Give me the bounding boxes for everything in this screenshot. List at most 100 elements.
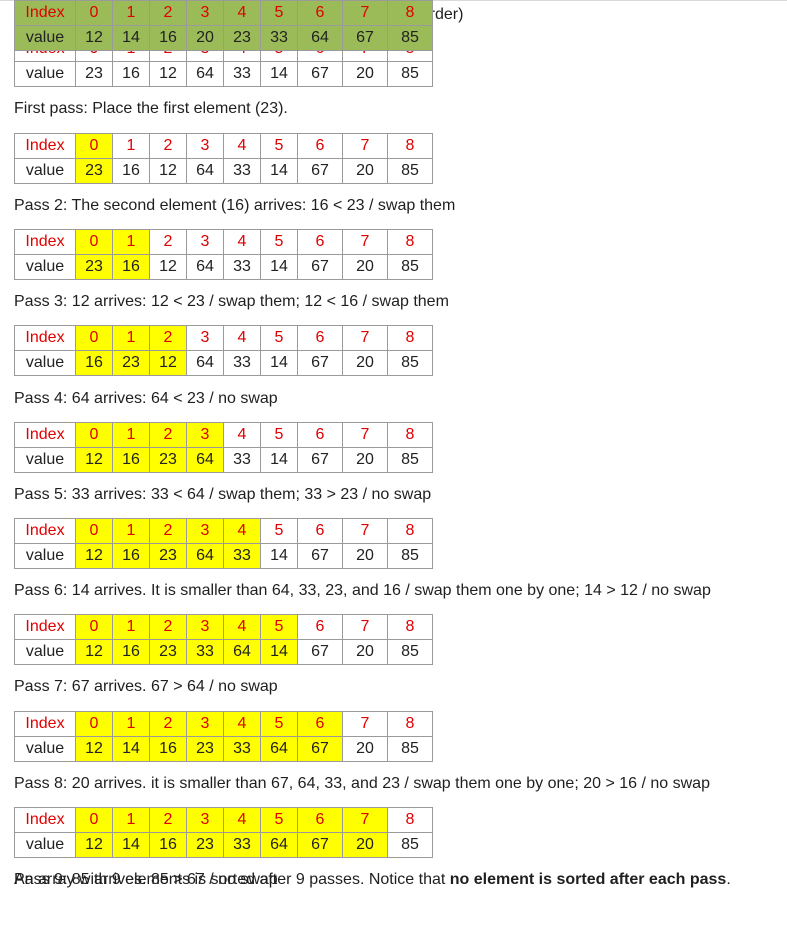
value-row: value 16 23 12 64 33 14 67 20 85 xyxy=(14,350,433,376)
value-cell: 16 xyxy=(112,447,150,473)
index-cell: 2 xyxy=(149,422,187,448)
value-cell: 64 xyxy=(260,832,298,858)
index-cell: 6 xyxy=(297,614,343,640)
value-cell: 23 xyxy=(186,736,224,762)
value-row: value 12 16 23 33 64 14 67 20 85 xyxy=(14,639,433,665)
index-cell: 6 xyxy=(297,325,343,351)
value-cell: 67 xyxy=(297,350,343,376)
array-table: Index 0 1 2 3 4 5 6 7 8 value 12 14 16 20 23 33 64 67 85 xyxy=(14,0,433,51)
value-cell: 33 xyxy=(260,25,298,51)
value-cell: 20 xyxy=(342,736,388,762)
index-cell: 6 xyxy=(297,0,343,26)
value-cell: 23 xyxy=(149,447,187,473)
value-cell: 64 xyxy=(186,350,224,376)
value-cell: 12 xyxy=(75,543,113,569)
index-cell: 2 xyxy=(149,325,187,351)
value-cell: 64 xyxy=(186,543,224,569)
value-cell: 67 xyxy=(297,254,343,280)
index-cell: 5 xyxy=(260,422,298,448)
index-cell: 3 xyxy=(186,133,224,159)
array-table: Index 0 1 2 3 4 5 6 7 8 value 12 16 23 33 64 14 67 20 85 xyxy=(14,614,433,665)
value-cell: 67 xyxy=(297,447,343,473)
index-cell: 1 xyxy=(112,807,150,833)
index-cell: 0 xyxy=(75,229,113,255)
value-cell: 67 xyxy=(297,543,343,569)
value-cell: 20 xyxy=(342,61,388,87)
value-cell: 33 xyxy=(223,832,261,858)
value-cell: 12 xyxy=(149,254,187,280)
index-cell: 3 xyxy=(186,0,224,26)
value-row-label: value xyxy=(14,736,76,762)
index-cell: 7 xyxy=(342,133,388,159)
value-cell: 64 xyxy=(186,158,224,184)
index-cell: 1 xyxy=(112,133,150,159)
value-row: value 23 16 12 64 33 14 67 20 85 xyxy=(14,158,433,184)
index-cell: 2 xyxy=(149,807,187,833)
index-cell: 2 xyxy=(149,711,187,737)
index-row-label: Index xyxy=(14,133,76,159)
value-cell: 67 xyxy=(297,639,343,665)
index-cell: 0 xyxy=(75,325,113,351)
value-cell: 67 xyxy=(297,832,343,858)
index-cell: 1 xyxy=(112,325,150,351)
pass-description: Pass 3: 12 arrives: 12 < 23 / swap them;… xyxy=(14,293,449,310)
index-cell: 1 xyxy=(112,229,150,255)
index-cell: 7 xyxy=(342,807,388,833)
value-cell: 16 xyxy=(112,61,150,87)
value-cell: 12 xyxy=(149,61,187,87)
value-cell: 23 xyxy=(75,158,113,184)
value-cell: 16 xyxy=(149,832,187,858)
value-cell: 33 xyxy=(223,543,261,569)
value-cell: 85 xyxy=(387,832,433,858)
value-cell: 14 xyxy=(112,25,150,51)
pass-description: Pass 4: 64 arrives: 64 < 23 / no swap xyxy=(14,390,278,407)
value-cell: 12 xyxy=(75,639,113,665)
value-row: value 23 16 12 64 33 14 67 20 85 xyxy=(14,254,433,280)
value-cell: 33 xyxy=(223,350,261,376)
value-row: value 23 16 12 64 33 14 67 20 85 xyxy=(14,61,433,87)
value-cell: 14 xyxy=(112,736,150,762)
value-row: value 12 16 23 64 33 14 67 20 85 xyxy=(14,447,433,473)
value-cell: 14 xyxy=(112,832,150,858)
value-cell: 20 xyxy=(342,832,388,858)
value-cell: 23 xyxy=(75,254,113,280)
index-cell: 6 xyxy=(297,229,343,255)
value-cell: 16 xyxy=(112,254,150,280)
value-cell: 14 xyxy=(260,254,298,280)
index-cell: 3 xyxy=(186,229,224,255)
index-cell: 2 xyxy=(149,0,187,26)
index-row-label: Index xyxy=(14,0,76,26)
index-cell: 8 xyxy=(387,614,433,640)
value-row-label: value xyxy=(14,25,76,51)
pass-description: Pass 5: 33 arrives: 33 < 64 / swap them;… xyxy=(14,486,432,503)
index-cell: 4 xyxy=(223,422,261,448)
value-cell: 20 xyxy=(342,447,388,473)
index-cell: 3 xyxy=(186,518,224,544)
value-cell: 14 xyxy=(260,61,298,87)
pass-description: Pass 6: 14 arrives. It is smaller than 6… xyxy=(14,582,711,599)
index-cell: 5 xyxy=(260,711,298,737)
index-cell: 2 xyxy=(149,133,187,159)
index-cell: 8 xyxy=(387,133,433,159)
value-cell: 64 xyxy=(186,447,224,473)
value-cell: 14 xyxy=(260,350,298,376)
value-cell: 14 xyxy=(260,447,298,473)
value-cell: 64 xyxy=(186,254,224,280)
value-row-label: value xyxy=(14,158,76,184)
index-row-label: Index xyxy=(14,614,76,640)
index-cell: 8 xyxy=(387,0,433,26)
index-cell: 4 xyxy=(223,614,261,640)
conclusion-prefix: An array with 9 elements is sorted after… xyxy=(14,871,450,888)
index-cell: 0 xyxy=(75,614,113,640)
index-cell: 0 xyxy=(75,807,113,833)
value-cell: 16 xyxy=(112,639,150,665)
index-cell: 8 xyxy=(387,711,433,737)
value-row: value 12 16 23 64 33 14 67 20 85 xyxy=(14,543,433,569)
value-row-label: value xyxy=(14,61,76,87)
